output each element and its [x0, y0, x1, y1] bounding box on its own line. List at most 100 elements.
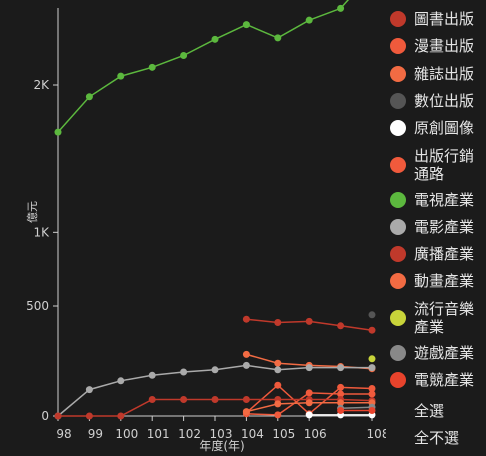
data-point	[242, 361, 250, 369]
legend-swatch	[390, 344, 406, 361]
data-point	[274, 411, 282, 419]
data-point	[368, 326, 376, 334]
x-tick-label: 105	[272, 427, 295, 441]
data-point	[368, 364, 376, 372]
data-point	[54, 412, 62, 420]
legend-swatch	[390, 92, 406, 109]
legend-label: 原創圖像	[414, 119, 475, 138]
data-point	[368, 355, 376, 363]
legend-label: 電視產業	[414, 190, 475, 209]
legend-item[interactable]: 原創圖像	[386, 119, 486, 137]
legend-item[interactable]: 流行音樂產業	[386, 300, 486, 336]
legend-swatch	[390, 156, 406, 173]
legend-swatch	[390, 372, 406, 388]
x-tick-label: 98	[56, 427, 71, 441]
legend-label: 雜誌出版	[414, 64, 475, 83]
x-axis-title: 年度(年)	[199, 438, 244, 453]
legend-item[interactable]: 漫畫出版	[386, 37, 486, 55]
data-point	[305, 317, 313, 325]
data-point	[274, 366, 282, 374]
series-10	[368, 355, 376, 363]
legend-label: 漫畫出版	[414, 37, 475, 56]
x-tick-label: 102	[178, 427, 201, 441]
y-tick-label: 2K	[33, 78, 50, 92]
legend-swatch	[390, 191, 406, 208]
data-point	[337, 4, 345, 12]
series-12	[337, 407, 376, 414]
y-tick-label: 1K	[33, 225, 50, 239]
legend-swatch	[390, 65, 406, 82]
legend-label: 遊戲產業	[414, 343, 475, 362]
x-tick-label: 108	[367, 427, 386, 441]
data-point	[368, 311, 376, 319]
series-6	[54, 0, 350, 136]
legend-label: 流行音樂產業	[414, 299, 475, 336]
data-point	[305, 399, 313, 407]
data-point	[337, 322, 345, 330]
data-point	[85, 386, 93, 394]
data-point	[211, 35, 219, 43]
legend: 圖書出版漫畫出版雜誌出版數位出版原創圖像出版行銷通路電視產業電影產業廣播產業動畫…	[386, 0, 486, 456]
data-point	[337, 383, 345, 391]
y-tick-label: 500	[26, 299, 49, 313]
legend-swatch	[390, 11, 406, 27]
legend-item[interactable]: 圖書出版	[386, 10, 486, 28]
legend-item[interactable]: 遊戲產業	[386, 344, 486, 362]
legend-swatch	[390, 38, 406, 55]
chart-series-layer	[54, 0, 376, 420]
y-tick-label: 0	[41, 409, 49, 423]
data-point	[305, 389, 313, 397]
series-line	[340, 406, 373, 410]
data-point	[242, 21, 250, 29]
select-all-button[interactable]: 全選	[414, 402, 445, 420]
x-tick-label: 101	[147, 427, 170, 441]
series-7	[54, 361, 376, 420]
data-point	[305, 16, 313, 24]
legend-item[interactable]: 出版行銷通路	[386, 147, 486, 183]
data-point	[117, 412, 125, 420]
x-tick-label: 99	[88, 427, 103, 441]
data-point	[368, 385, 376, 392]
data-point	[274, 400, 282, 408]
data-point	[368, 390, 376, 398]
data-point	[274, 359, 282, 367]
legend-swatch	[390, 218, 406, 235]
data-point	[242, 350, 250, 358]
legend-label: 動畫產業	[414, 272, 475, 291]
data-point	[211, 366, 219, 374]
data-point	[180, 368, 188, 376]
data-point	[85, 93, 93, 101]
data-point	[242, 408, 250, 416]
data-point	[148, 63, 156, 71]
series-line	[57, 0, 350, 133]
legend-item[interactable]: 雜誌出版	[386, 65, 486, 83]
data-point	[337, 364, 345, 372]
data-point	[337, 390, 345, 398]
series-3	[368, 311, 376, 319]
select-none-button[interactable]: 全不選	[414, 429, 460, 447]
data-point	[117, 72, 125, 80]
data-point	[368, 407, 376, 414]
data-point	[180, 396, 188, 403]
legend-label: 電競產業	[414, 371, 475, 389]
data-point	[54, 128, 62, 136]
x-tick-label: 104	[241, 427, 264, 441]
data-point	[148, 371, 156, 379]
legend-swatch	[390, 246, 406, 263]
legend-item[interactable]: 數位出版	[386, 92, 486, 110]
legend-item[interactable]: 電競產業	[386, 371, 486, 389]
data-point	[148, 396, 156, 403]
data-point	[180, 52, 188, 60]
data-point	[274, 381, 282, 389]
x-tick-label: 106	[304, 427, 327, 441]
legend-item[interactable]: 動畫產業	[386, 272, 486, 290]
series-9	[242, 399, 376, 416]
x-tick-label: 100	[115, 427, 138, 441]
legend-item[interactable]: 廣播產業	[386, 245, 486, 263]
line-chart: 0 500 1K 2K 億元 98 99 100 101 102 103 104 105 106 108 年度…	[26, 0, 386, 453]
legend-item[interactable]: 電視產業	[386, 191, 486, 209]
data-point	[274, 319, 282, 326]
legend-label: 電影產業	[414, 217, 475, 236]
data-point	[337, 407, 345, 414]
legend-item[interactable]: 電影產業	[386, 218, 486, 236]
